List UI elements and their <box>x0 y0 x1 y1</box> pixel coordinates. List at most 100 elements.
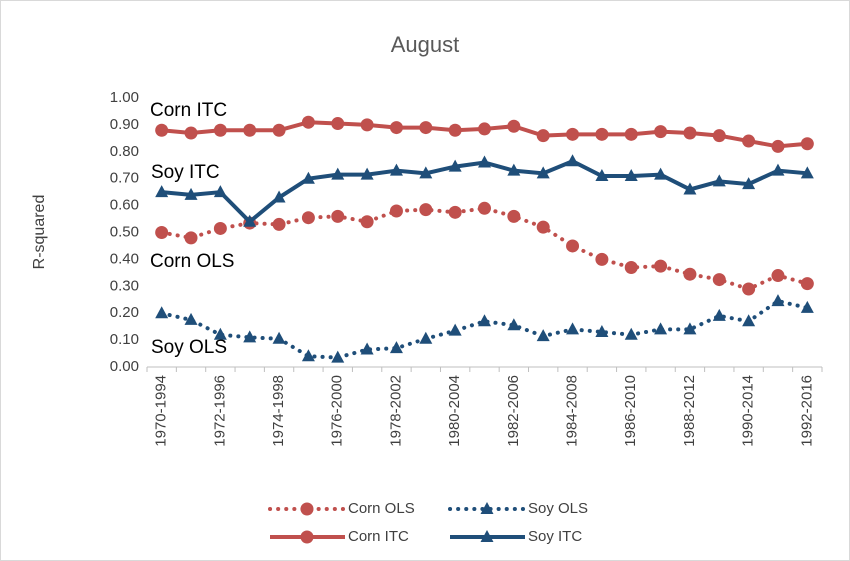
data-point <box>360 167 374 180</box>
data-point <box>683 182 697 195</box>
data-point <box>536 129 550 143</box>
x-tick-label: 1978-2002 <box>387 375 404 447</box>
data-point <box>389 121 403 135</box>
x-tick-label: 1972-1996 <box>211 375 228 447</box>
x-tick-label: 1982-2006 <box>505 375 522 447</box>
data-point <box>155 306 169 319</box>
data-point <box>243 123 257 137</box>
data-point <box>800 277 814 291</box>
data-point <box>624 169 638 182</box>
data-point <box>742 134 756 148</box>
data-point <box>654 125 668 139</box>
x-tick-label: 1976-2000 <box>329 375 346 447</box>
data-point <box>155 226 169 239</box>
x-tick-label: 1980-2004 <box>446 375 463 447</box>
data-point <box>331 117 345 131</box>
data-point <box>800 166 814 179</box>
data-point <box>654 259 668 273</box>
data-point <box>624 127 638 141</box>
data-point <box>478 122 491 136</box>
y-tick-label: 0.40 <box>110 250 139 267</box>
data-point <box>448 159 462 172</box>
annotation: Soy ITC <box>151 162 220 183</box>
x-tick-label: 1992-2016 <box>798 375 815 447</box>
data-point <box>213 123 227 137</box>
data-point <box>712 174 726 187</box>
data-point <box>536 166 550 179</box>
data-point <box>272 217 286 231</box>
data-point <box>155 185 169 198</box>
legend-label: Soy ITC <box>528 528 582 545</box>
x-tick-label: 1970-1994 <box>153 375 170 447</box>
data-point <box>595 127 609 141</box>
data-point <box>712 308 726 321</box>
y-tick-label: 0.50 <box>110 223 139 240</box>
y-tick-label: 0.70 <box>110 170 139 187</box>
data-point <box>771 294 785 307</box>
data-point <box>155 123 169 137</box>
data-point <box>419 331 433 344</box>
data-point <box>301 171 315 184</box>
data-point <box>478 314 491 327</box>
data-point <box>213 221 227 235</box>
data-point <box>419 121 433 135</box>
annotation: Soy OLS <box>151 337 227 358</box>
data-point <box>184 126 198 140</box>
series-line <box>159 298 810 360</box>
legend-marker <box>300 502 314 516</box>
data-point <box>507 163 521 176</box>
data-point <box>800 300 814 313</box>
data-point <box>536 220 550 234</box>
data-point <box>478 201 491 215</box>
data-point <box>478 155 491 168</box>
data-point <box>389 341 403 354</box>
y-tick-label: 1.00 <box>110 89 139 106</box>
data-point <box>566 127 580 141</box>
data-point <box>566 154 580 167</box>
data-point <box>213 327 227 340</box>
data-point <box>654 322 668 335</box>
data-point <box>566 239 580 253</box>
data-point <box>683 267 697 281</box>
y-tick-label: 0.10 <box>110 331 139 348</box>
y-tick-label: 0.00 <box>110 358 139 375</box>
legend-marker <box>480 502 494 514</box>
data-point <box>771 269 785 283</box>
data-point <box>507 119 521 133</box>
data-point <box>742 282 756 296</box>
data-point <box>331 350 345 363</box>
data-point <box>536 329 550 342</box>
data-point <box>624 260 638 274</box>
data-point <box>448 123 462 137</box>
data-point <box>360 342 374 355</box>
data-point <box>595 325 609 338</box>
legend-marker <box>300 530 314 544</box>
legend-label: Corn ITC <box>348 528 409 545</box>
data-point <box>184 231 198 245</box>
x-tick-label: 1974-1998 <box>270 375 287 447</box>
y-tick-label: 0.90 <box>110 116 139 133</box>
data-point <box>301 115 315 129</box>
data-point <box>595 252 609 266</box>
y-tick-label: 0.30 <box>110 277 139 294</box>
x-tick-label: 1990-2014 <box>740 375 757 447</box>
data-point <box>771 139 785 153</box>
data-point <box>213 185 227 198</box>
data-point <box>742 314 756 327</box>
data-point <box>243 330 257 343</box>
data-point <box>448 323 462 336</box>
x-tick-label: 1984-2008 <box>564 375 581 447</box>
data-point <box>624 327 638 340</box>
x-tick-label: 1986-2010 <box>622 375 639 447</box>
y-axis-label: R-squared <box>31 195 48 270</box>
data-point <box>800 137 814 151</box>
data-point <box>272 190 286 203</box>
data-point <box>507 209 521 223</box>
annotation: Corn ITC <box>150 100 227 121</box>
legend-label: Soy OLS <box>528 500 588 517</box>
data-point <box>654 167 668 180</box>
data-point <box>771 163 785 176</box>
data-point <box>272 123 286 137</box>
data-point <box>683 126 697 140</box>
